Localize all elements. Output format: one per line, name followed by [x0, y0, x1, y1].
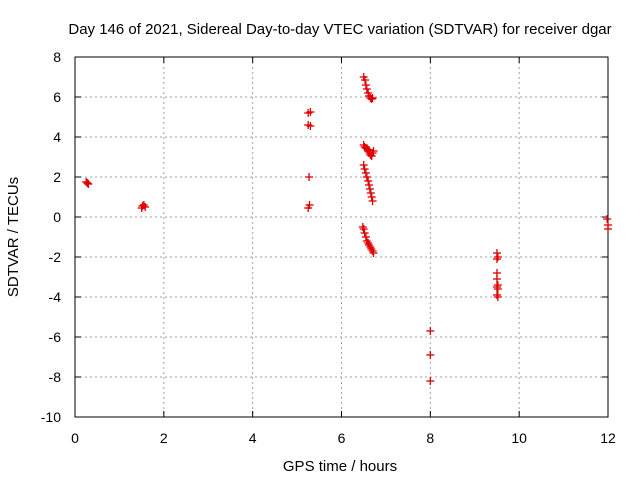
x-tick-label: 6	[338, 430, 346, 446]
data-point	[368, 247, 377, 255]
x-tick-label: 2	[160, 430, 168, 446]
y-tick-label: -4	[49, 289, 62, 305]
data-point	[362, 85, 371, 93]
data-points	[82, 73, 612, 385]
data-point	[141, 203, 150, 211]
y-axis-label: SDTVAR / TECUs	[5, 177, 22, 297]
data-point	[604, 225, 612, 233]
x-tick-label: 10	[511, 430, 527, 446]
data-point	[360, 165, 369, 173]
data-point	[361, 169, 370, 177]
data-point	[361, 76, 370, 84]
y-tick-label: 8	[53, 49, 61, 65]
data-point	[493, 285, 502, 293]
axis-ticks: 0 2 4 6 8 10 12 -10 -8 -6 -4 -2 0 2 4 6 8	[41, 49, 616, 446]
data-point	[365, 185, 374, 193]
data-point	[426, 327, 435, 335]
data-point	[368, 197, 377, 205]
data-point	[305, 173, 314, 181]
data-point	[492, 275, 501, 283]
data-point	[84, 180, 93, 188]
y-tick-label: 6	[53, 89, 61, 105]
data-point	[306, 122, 315, 130]
grid	[75, 57, 608, 417]
data-point	[359, 225, 368, 233]
data-point	[492, 255, 501, 263]
x-tick-label: 4	[249, 430, 257, 446]
data-point	[83, 179, 92, 187]
y-tick-label: 2	[53, 169, 61, 185]
data-point	[493, 253, 502, 261]
data-point	[367, 95, 376, 103]
data-point	[139, 201, 148, 209]
y-tick-label: -2	[49, 249, 62, 265]
data-point	[492, 283, 501, 291]
data-point	[603, 215, 612, 223]
data-point	[364, 177, 373, 185]
data-point	[493, 293, 502, 301]
x-tick-label: 12	[600, 430, 616, 446]
data-point	[368, 94, 377, 102]
x-tick-label: 0	[71, 430, 79, 446]
data-point	[426, 377, 435, 385]
data-point	[367, 193, 376, 201]
y-tick-label: -10	[41, 409, 61, 425]
data-point	[369, 249, 378, 257]
data-point	[366, 189, 375, 197]
y-tick-label: -6	[49, 329, 62, 345]
data-point	[305, 201, 314, 209]
data-point	[426, 351, 435, 359]
data-point	[362, 173, 371, 181]
data-point	[369, 147, 378, 155]
data-point	[359, 161, 368, 169]
chart-title: Day 146 of 2021, Sidereal Day-to-day VTE…	[68, 21, 611, 38]
data-point	[360, 229, 369, 237]
data-point	[492, 291, 501, 299]
data-point	[358, 223, 367, 231]
y-tick-label: 0	[53, 209, 61, 225]
x-axis-label: GPS time / hours	[283, 458, 397, 475]
data-point	[306, 108, 315, 116]
data-point	[361, 233, 370, 241]
y-tick-label: 4	[53, 129, 61, 145]
data-point	[365, 181, 374, 189]
x-tick-label: 8	[426, 430, 434, 446]
y-tick-label: -8	[49, 369, 62, 385]
data-point	[361, 81, 370, 89]
data-point	[365, 146, 374, 154]
